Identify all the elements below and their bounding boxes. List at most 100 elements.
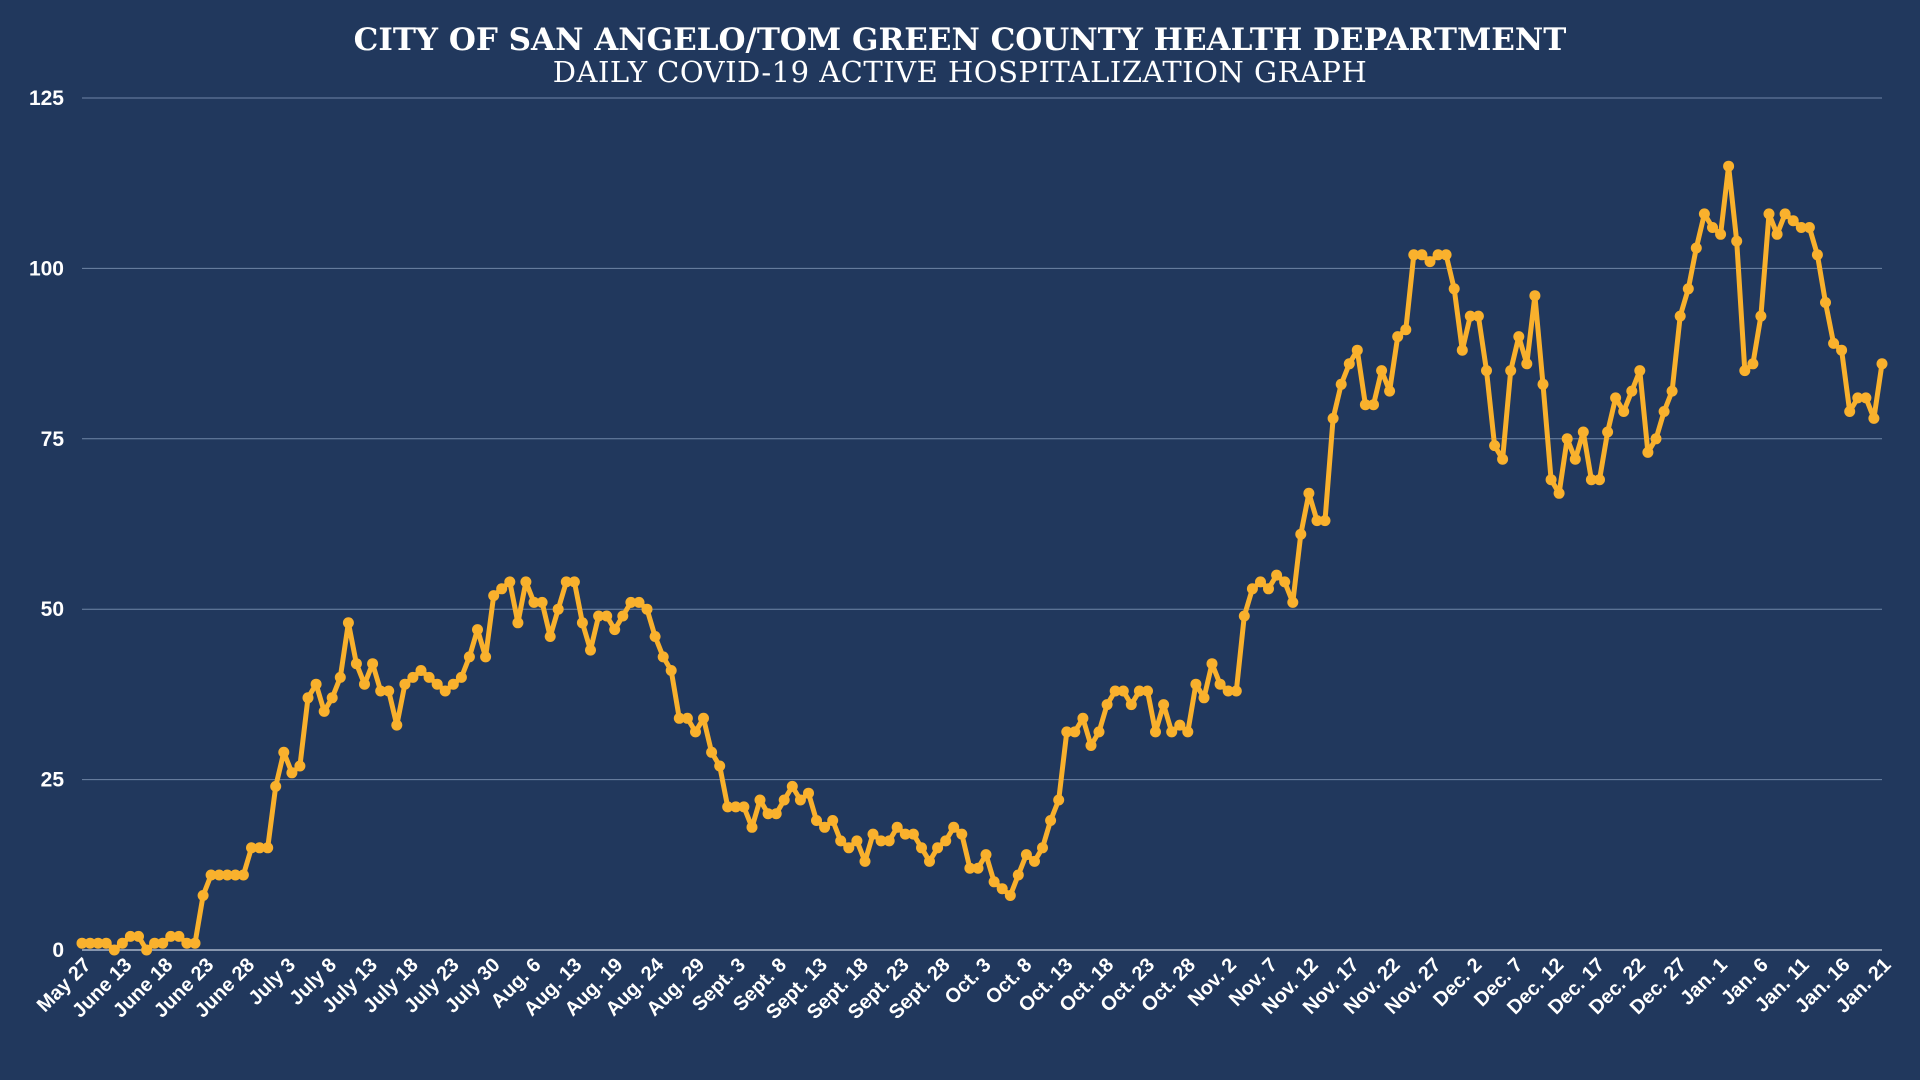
data-point (1747, 358, 1759, 370)
chart-title: CITY OF SAN ANGELO/TOM GREEN COUNTY HEAL… (354, 22, 1567, 58)
data-point (819, 821, 831, 833)
data-point (907, 828, 919, 840)
data-point (480, 651, 492, 663)
data-point (1666, 385, 1678, 397)
data-point (867, 828, 879, 840)
data-point (1755, 310, 1767, 322)
data-point (1190, 678, 1202, 690)
y-tick-label: 0 (52, 939, 64, 962)
data-point (899, 828, 911, 840)
data-point (730, 801, 742, 813)
data-point (116, 937, 128, 949)
data-point (246, 842, 257, 854)
data-point (415, 665, 427, 676)
data-point (1811, 249, 1823, 261)
data-point (803, 787, 814, 799)
data-point (1150, 726, 1161, 738)
data-point (1521, 358, 1533, 370)
data-point (310, 678, 322, 690)
data-point (932, 842, 944, 854)
data-point (1448, 283, 1460, 295)
data-point (1037, 842, 1048, 854)
data-point (738, 801, 750, 813)
data-point (1271, 569, 1283, 581)
data-point (237, 869, 249, 881)
data-point (254, 842, 266, 854)
data-point (1125, 699, 1137, 711)
data-point (76, 937, 88, 949)
data-point (1230, 685, 1242, 697)
data-point (827, 815, 839, 826)
data-point (536, 596, 548, 608)
data-point (560, 576, 572, 588)
data-point (1771, 228, 1783, 240)
data-point (270, 780, 282, 792)
data-point (1117, 685, 1129, 697)
data-point (165, 930, 177, 942)
data-point (811, 815, 822, 826)
data-point (1481, 365, 1492, 377)
data-point (463, 651, 475, 663)
data-point (1166, 726, 1178, 738)
data-point (633, 596, 645, 608)
data-point (762, 808, 774, 820)
data-point (1093, 726, 1105, 738)
data-point (1803, 222, 1815, 233)
data-point (488, 590, 500, 602)
data-point (1012, 869, 1024, 881)
data-point (1400, 324, 1412, 336)
data-point (294, 760, 306, 772)
data-point (1077, 712, 1089, 724)
y-tick-label: 25 (41, 769, 65, 792)
data-point (1860, 392, 1872, 404)
data-point (367, 658, 379, 670)
data-point (1440, 249, 1452, 261)
data-point (189, 937, 201, 949)
data-point (1416, 249, 1428, 261)
data-point (1376, 365, 1388, 377)
data-point (1626, 385, 1638, 397)
data-point (1174, 719, 1186, 731)
data-point (262, 842, 274, 854)
data-point (1053, 794, 1065, 806)
y-tick-label: 75 (41, 428, 65, 451)
data-point (673, 712, 685, 724)
data-point (1456, 344, 1468, 356)
data-point (1311, 515, 1323, 527)
data-point (278, 746, 290, 758)
data-point (1545, 474, 1557, 486)
data-point (1263, 583, 1274, 595)
data-point (794, 794, 806, 806)
data-point (1828, 337, 1840, 349)
data-point (1876, 358, 1888, 370)
data-point (1392, 331, 1404, 343)
data-point (1368, 399, 1379, 411)
data-point (722, 801, 734, 813)
data-point (1279, 576, 1291, 588)
data-point (359, 678, 370, 690)
data-point (778, 794, 790, 806)
data-point (1795, 222, 1807, 233)
data-point (681, 712, 693, 724)
data-point (1594, 474, 1605, 486)
data-point (1287, 596, 1299, 608)
data-point (1351, 344, 1363, 356)
data-point (956, 828, 968, 840)
data-point (334, 671, 346, 683)
data-point (859, 855, 871, 867)
data-point (423, 671, 435, 683)
data-point (746, 821, 758, 833)
data-point (1214, 678, 1226, 690)
series-line (79, 163, 1885, 953)
data-point (1182, 726, 1194, 738)
data-point (770, 808, 782, 820)
data-point (1029, 855, 1040, 867)
data-point (1553, 487, 1565, 499)
data-point (512, 617, 524, 629)
data-point (1359, 399, 1371, 411)
data-point (318, 705, 330, 717)
data-point (1731, 235, 1743, 247)
data-point (1561, 433, 1573, 445)
